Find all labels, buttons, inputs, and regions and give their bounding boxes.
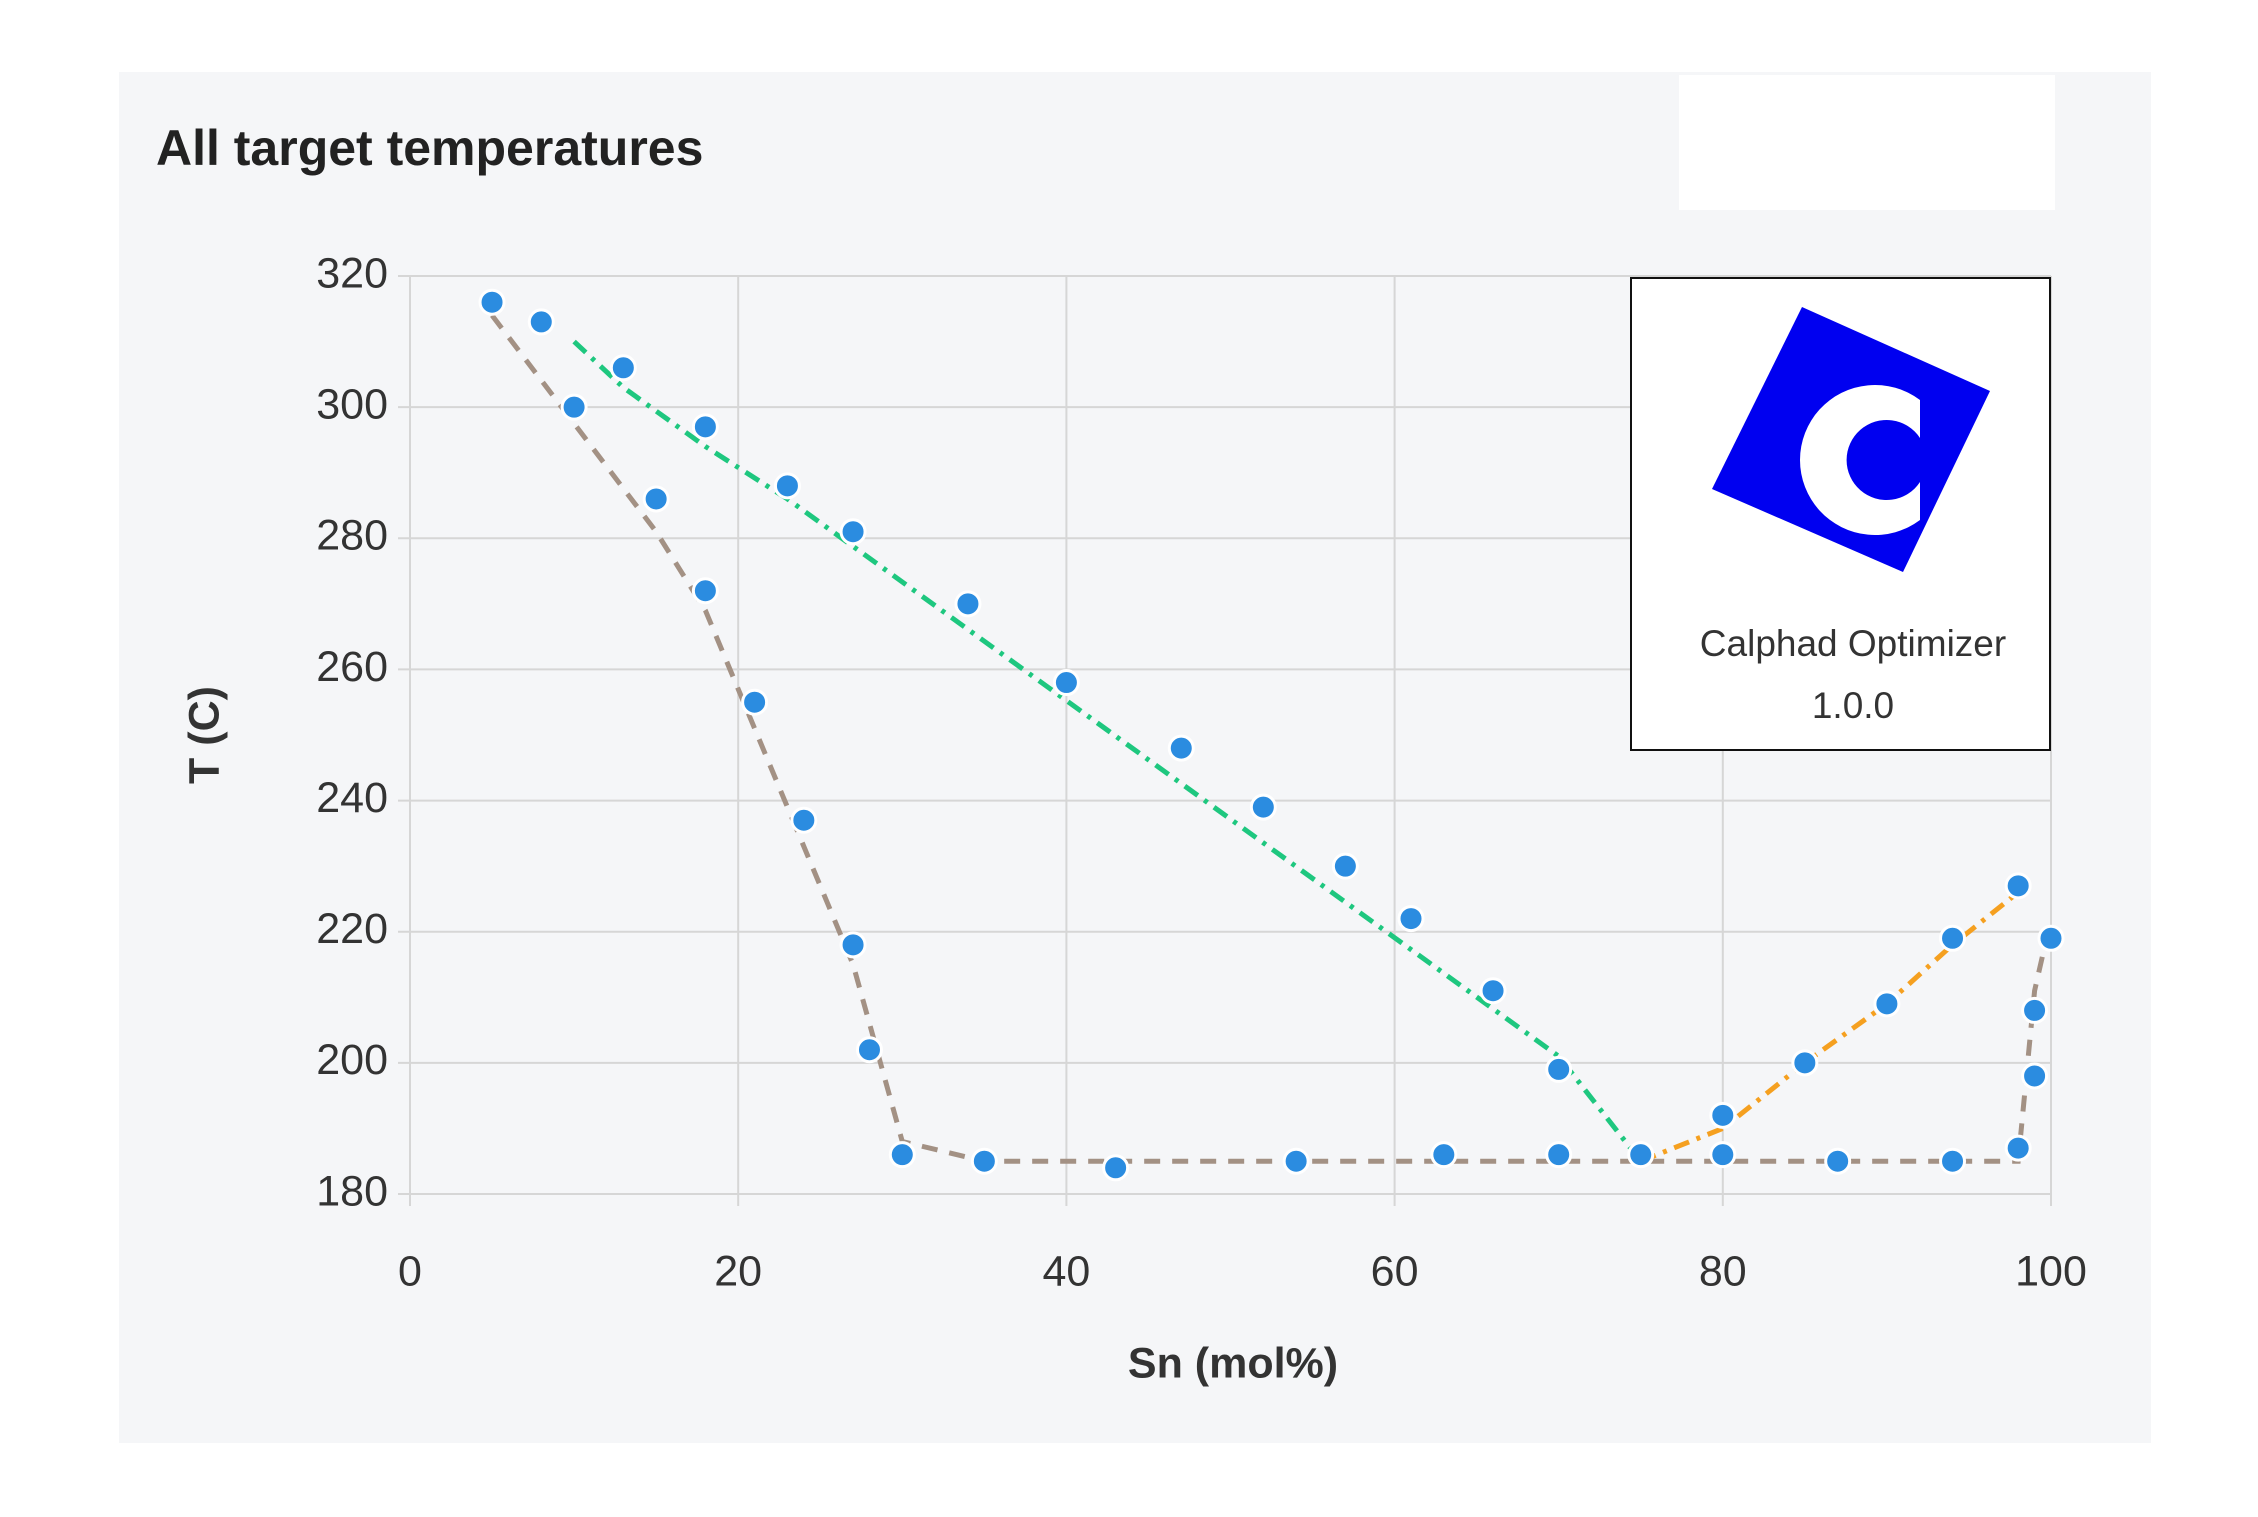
x-tick-label: 40: [1042, 1247, 1090, 1295]
point: [1052, 669, 1080, 697]
point: [855, 1036, 883, 1064]
point: [1709, 1101, 1737, 1129]
y-axis-label: T (C): [180, 686, 228, 784]
point: [1824, 1147, 1852, 1175]
point: [741, 688, 769, 716]
point: [691, 413, 719, 441]
point: [560, 393, 588, 421]
x-tick-label: 0: [398, 1247, 422, 1295]
point: [773, 472, 801, 500]
point: [2037, 924, 2065, 952]
point: [642, 485, 670, 513]
point: [609, 354, 637, 382]
point: [1709, 1141, 1737, 1169]
point: [1102, 1154, 1130, 1182]
y-tick-label: 260: [316, 643, 388, 691]
y-tick-label: 200: [316, 1036, 388, 1084]
plot: 180 200 220 240 260 280 300 320 0 20 40 60 80 100: [316, 249, 2087, 1295]
point: [839, 931, 867, 959]
logo-letter: [1800, 385, 1920, 535]
point: [1545, 1055, 1573, 1083]
point: [527, 308, 555, 336]
x-axis-label: Sn (mol%): [1128, 1339, 1338, 1387]
blank-box: [1679, 75, 2055, 210]
point: [1331, 852, 1359, 880]
x-tick-label: 100: [2015, 1247, 2087, 1295]
about-box: Calphad Optimizer 1.0.0: [1630, 277, 2051, 751]
point: [2021, 996, 2049, 1024]
point: [478, 288, 506, 316]
point: [2021, 1062, 2049, 1090]
point: [888, 1141, 916, 1169]
point: [1397, 905, 1425, 933]
y-tick-label: 280: [316, 512, 388, 560]
y-tick-label: 320: [316, 249, 388, 297]
chart-title: All target temperatures: [156, 120, 703, 176]
y-tick-label: 240: [316, 774, 388, 822]
point: [1430, 1141, 1458, 1169]
point: [839, 518, 867, 546]
y-tick-label: 300: [316, 381, 388, 429]
point: [2004, 872, 2032, 900]
point: [691, 577, 719, 605]
point: [1791, 1049, 1819, 1077]
point: [970, 1147, 998, 1175]
y-tick-label: 180: [316, 1167, 388, 1215]
x-tick-label: 20: [714, 1247, 762, 1295]
point: [790, 806, 818, 834]
point: [1249, 793, 1277, 821]
point: [1939, 1147, 1967, 1175]
point: [1282, 1147, 1310, 1175]
point: [1545, 1141, 1573, 1169]
app-name: Calphad Optimizer: [1700, 623, 2006, 664]
app-version: 1.0.0: [1812, 685, 1894, 726]
x-tick-label: 60: [1371, 1247, 1419, 1295]
point: [1479, 977, 1507, 1005]
point: [2004, 1134, 2032, 1162]
point: [1873, 990, 1901, 1018]
series-line: [572, 339, 1643, 1163]
point: [1627, 1141, 1655, 1169]
point: [954, 590, 982, 618]
y-tick-label: 220: [316, 905, 388, 953]
point: [1939, 924, 1967, 952]
point: [1167, 734, 1195, 762]
x-tick-label: 80: [1699, 1247, 1747, 1295]
